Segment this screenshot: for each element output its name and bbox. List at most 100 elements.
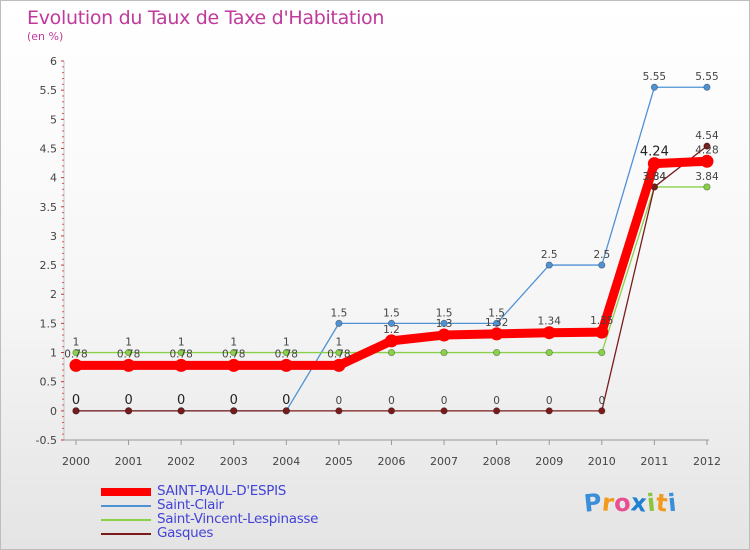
- series-point-saint-vincent-lespinasse: [545, 348, 553, 357]
- series-layer: [69, 83, 714, 415]
- data-label-saint-vincent-lespinasse: 1: [283, 337, 290, 349]
- data-label-gasques: 0: [230, 393, 238, 408]
- x-tick-label: 2003: [220, 455, 248, 468]
- series-point-gasques: [545, 407, 553, 415]
- series-point-saint-paul-d-espis: [279, 358, 293, 372]
- y-tick-label: 4: [50, 172, 57, 185]
- series-saint-vincent-lespinasse: [72, 183, 711, 357]
- data-label-saint-paul-d-espis: 0.78: [327, 348, 350, 360]
- data-label-saint-clair: 1.5: [488, 307, 505, 319]
- series-point-saint-paul-d-espis: [227, 358, 241, 372]
- data-label-saint-paul-d-espis: 0.78: [222, 348, 245, 360]
- data-label-gasques: 0: [72, 393, 80, 408]
- series-point-saint-vincent-lespinasse: [124, 348, 133, 357]
- y-tick-label: 5.5: [40, 84, 58, 97]
- data-label-gasques: 3.84: [643, 171, 667, 183]
- y-tick-label: -0.5: [36, 434, 57, 447]
- y-tick-label: 1.5: [40, 317, 58, 330]
- series-point-saint-paul-d-espis: [647, 157, 661, 171]
- data-label-gasques: 4.54: [695, 130, 719, 142]
- series-point-saint-paul-d-espis: [384, 334, 398, 348]
- legend-swatch-saint-clair: [101, 505, 151, 507]
- series-point-saint-clair: [440, 319, 448, 327]
- data-label-saint-vincent-lespinasse: 1: [125, 337, 132, 349]
- series-point-saint-vincent-lespinasse: [177, 348, 185, 357]
- series-point-gasques: [335, 407, 343, 415]
- y-tick-label: 4.5: [40, 142, 58, 155]
- series-point-saint-vincent-lespinasse: [703, 183, 711, 191]
- data-label-saint-clair: 1.5: [436, 307, 453, 319]
- data-label-saint-paul-d-espis: 4.24: [640, 145, 669, 160]
- data-label-gasques: 0: [441, 395, 448, 407]
- legend-label-saint-vincent-lespinasse: Saint-Vincent-Lespinasse: [157, 511, 319, 527]
- data-label-gasques: 0: [598, 395, 605, 407]
- legend-swatch-saint-paul-d-espis: [101, 488, 151, 496]
- y-tick-label: 2: [50, 288, 57, 301]
- series-point-saint-vincent-lespinasse: [282, 348, 290, 357]
- data-label-saint-paul-d-espis: 4.28: [695, 144, 718, 156]
- y-tick-label: 3.5: [40, 201, 58, 214]
- x-tick-label: 2007: [430, 455, 458, 468]
- data-label-saint-clair: 5.55: [643, 71, 666, 83]
- series-point-saint-clair: [493, 319, 501, 327]
- x-tick-label: 2008: [483, 455, 511, 468]
- series-point-gasques: [440, 407, 448, 415]
- series-point-saint-paul-d-espis: [122, 358, 136, 372]
- data-label-saint-paul-d-espis: 1.2: [383, 324, 400, 336]
- data-labels-layer: 0.78 0.78 0.78 0.78 0.78 0.78 1.2 1.3 1.32 1.34 1.…: [64, 71, 719, 408]
- data-label-saint-paul-d-espis: 0.78: [117, 348, 140, 360]
- legend-swatch-saint-vincent-lespinasse: [101, 519, 151, 521]
- y-tick-label: 5: [50, 113, 57, 126]
- series-point-saint-paul-d-espis: [490, 327, 504, 341]
- x-tick-label: 2000: [62, 455, 90, 468]
- series-point-saint-vincent-lespinasse: [493, 348, 501, 357]
- series-point-saint-clair: [387, 319, 396, 327]
- data-label-saint-clair: 1.5: [331, 307, 348, 319]
- data-label-saint-paul-d-espis: 1.3: [436, 318, 453, 330]
- data-label-saint-vincent-lespinasse: 1: [178, 337, 185, 349]
- data-label-saint-paul-d-espis: 1.32: [485, 317, 508, 329]
- series-point-gasques: [493, 407, 501, 415]
- series-point-gasques: [230, 407, 238, 415]
- data-label-gasques: 0: [336, 395, 343, 407]
- data-label-saint-clair: 2.5: [593, 249, 610, 261]
- series-point-saint-paul-d-espis: [595, 325, 609, 339]
- x-tick-label: 2012: [693, 455, 721, 468]
- series-point-gasques: [177, 407, 185, 415]
- data-label-saint-clair: 2.5: [541, 249, 558, 261]
- legend-label-saint-clair: Saint-Clair: [157, 497, 224, 513]
- x-tick-label: 2006: [377, 455, 405, 468]
- series-point-gasques: [124, 407, 133, 415]
- data-label-gasques: 0: [124, 393, 132, 408]
- chart-title: Evolution du Taux de Taxe d'Habitation: [27, 7, 385, 29]
- data-label-saint-vincent-lespinasse: 1: [336, 337, 343, 349]
- y-tick-label: 6: [50, 55, 57, 68]
- proxiti-logo: Proxiti: [583, 488, 679, 518]
- data-label-saint-paul-d-espis: 0.78: [169, 348, 192, 360]
- series-point-gasques: [72, 407, 80, 415]
- x-tick-label: 2001: [115, 455, 143, 468]
- data-label-saint-vincent-lespinasse: 3.84: [643, 171, 667, 183]
- y-tick-label: 0.5: [40, 376, 58, 389]
- data-label-gasques: 0: [546, 395, 553, 407]
- series-point-saint-paul-d-espis: [700, 154, 714, 168]
- x-tick-label: 2004: [272, 455, 300, 468]
- series-point-saint-vincent-lespinasse: [440, 348, 448, 357]
- series-point-saint-vincent-lespinasse: [335, 348, 343, 357]
- y-tick-label: 1: [50, 347, 57, 360]
- series-point-saint-clair: [545, 261, 553, 269]
- series-point-saint-vincent-lespinasse: [72, 348, 80, 357]
- series-gasques: [72, 142, 711, 415]
- legend-swatch-gasques: [101, 533, 151, 535]
- series-point-saint-vincent-lespinasse: [387, 348, 396, 357]
- data-label-saint-paul-d-espis: 0.78: [275, 348, 298, 360]
- data-label-gasques: 0: [388, 395, 395, 407]
- series-point-saint-clair: [650, 83, 658, 91]
- data-label-saint-clair: 1.5: [383, 307, 400, 319]
- data-label-saint-clair: 5.55: [695, 71, 718, 83]
- series-point-saint-paul-d-espis: [174, 358, 188, 372]
- series-point-gasques: [282, 407, 290, 415]
- series-saint-paul-d-espis: [69, 154, 714, 372]
